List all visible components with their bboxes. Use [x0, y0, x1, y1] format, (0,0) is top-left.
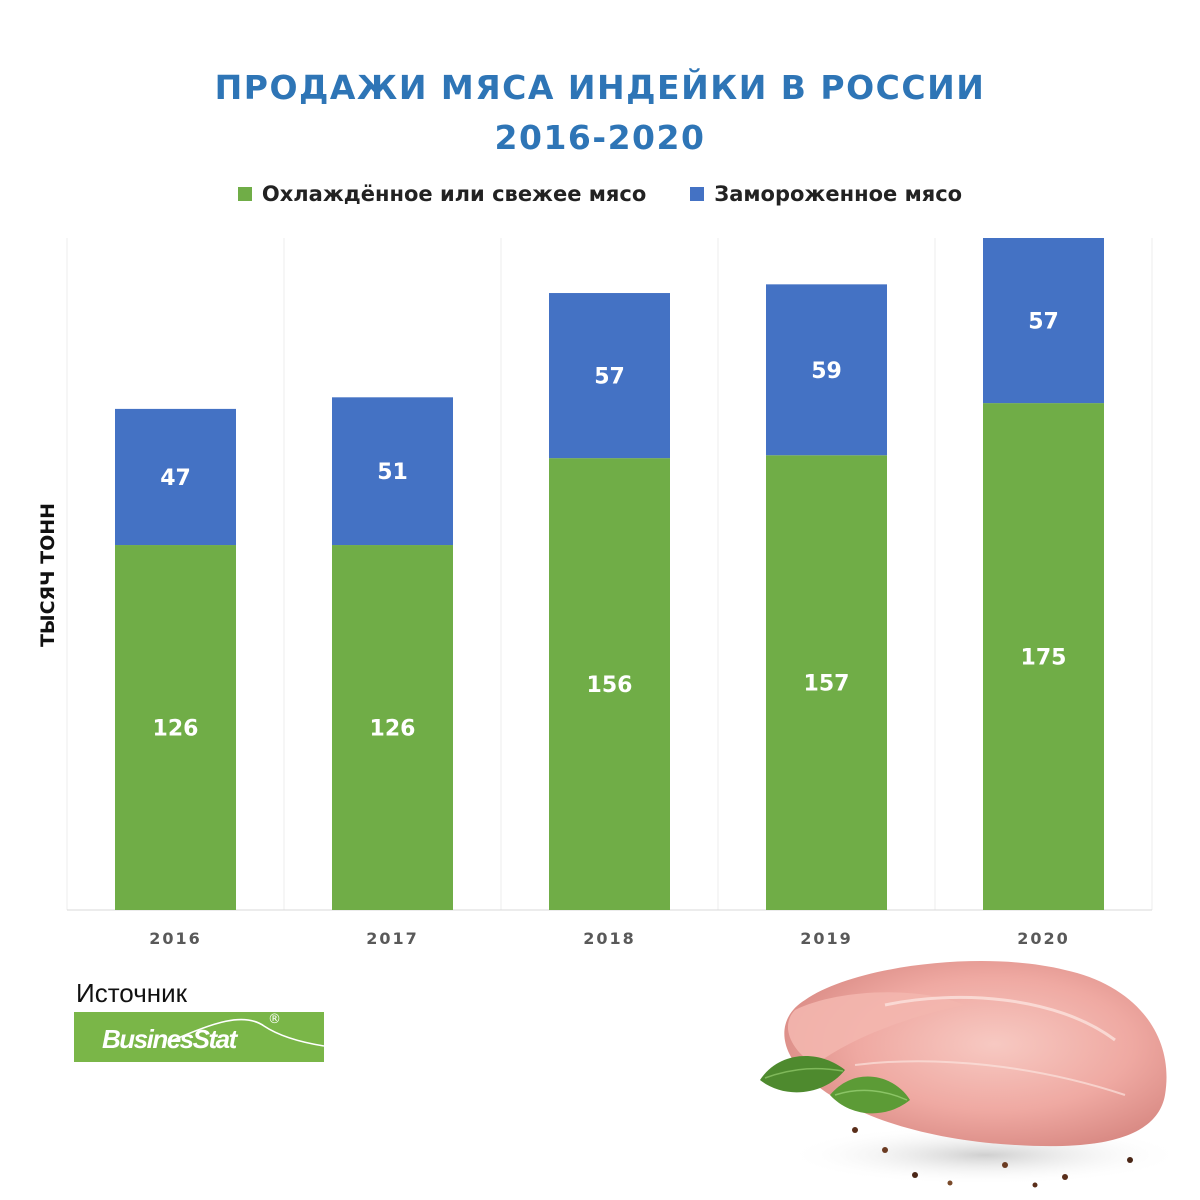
chart-title: ПРОДАЖИ МЯСА ИНДЕЙКИ В РОССИИ	[214, 68, 986, 107]
data-label-frozen-2018: 57	[594, 365, 625, 390]
legend-swatch-frozen	[690, 187, 705, 201]
bar-chilled-2019	[766, 455, 887, 910]
data-label-chilled-2017: 126	[370, 717, 416, 742]
bar-frozen-2020	[983, 238, 1104, 404]
data-label-chilled-2018: 156	[587, 673, 633, 698]
bar-frozen-2017	[332, 397, 453, 546]
data-label-chilled-2016: 126	[153, 717, 199, 742]
legend: Охлаждённое или свежее мясо Замороженное…	[0, 182, 1200, 206]
data-label-frozen-2016: 47	[160, 466, 191, 491]
x-tick-label-2019: 2019	[800, 929, 853, 948]
bar-frozen-2019	[766, 284, 887, 456]
logo-registered-mark: ®	[268, 1012, 281, 1027]
bar-chilled-2016	[115, 545, 236, 910]
legend-item-frozen: Замороженное мясо	[690, 182, 962, 206]
bar-chilled-2017	[332, 545, 453, 910]
source-label: Источник	[76, 978, 187, 1008]
x-tick-label-2017: 2017	[366, 929, 419, 948]
data-label-chilled-2019: 157	[804, 672, 850, 697]
data-label-frozen-2017: 51	[377, 460, 408, 485]
turkey-meat-image	[760, 961, 1185, 1188]
x-tick-label-2020: 2020	[1017, 929, 1070, 948]
data-label-chilled-2020: 175	[1021, 646, 1067, 671]
data-label-frozen-2019: 59	[811, 359, 842, 384]
legend-swatch-chilled	[237, 187, 252, 201]
x-tick-label-2018: 2018	[583, 929, 636, 948]
logo-swoosh-icon	[168, 1018, 324, 1047]
bar-chilled-2018	[549, 458, 670, 910]
legend-label-frozen: Замороженное мясо	[714, 182, 963, 206]
legend-item-chilled: Охлаждённое или свежее мясо	[237, 182, 647, 206]
x-tick-label-2016: 2016	[149, 929, 202, 948]
bar-frozen-2016	[115, 408, 236, 546]
businesstat-logo: BusinesStat	[74, 1012, 324, 1062]
logo-text: BusinesStat	[102, 1024, 237, 1054]
legend-label-chilled: Охлаждённое или свежее мясо	[261, 182, 647, 206]
chart-subtitle: 2016-2020	[494, 118, 706, 157]
bar-chilled-2020	[983, 403, 1104, 910]
chart-plot: 126 47 2016 126 51 2017 156 57 2018 157 59 2019 175 5…	[66, 238, 1153, 948]
bar-frozen-2018	[549, 293, 670, 459]
data-label-frozen-2020: 57	[1028, 310, 1059, 335]
